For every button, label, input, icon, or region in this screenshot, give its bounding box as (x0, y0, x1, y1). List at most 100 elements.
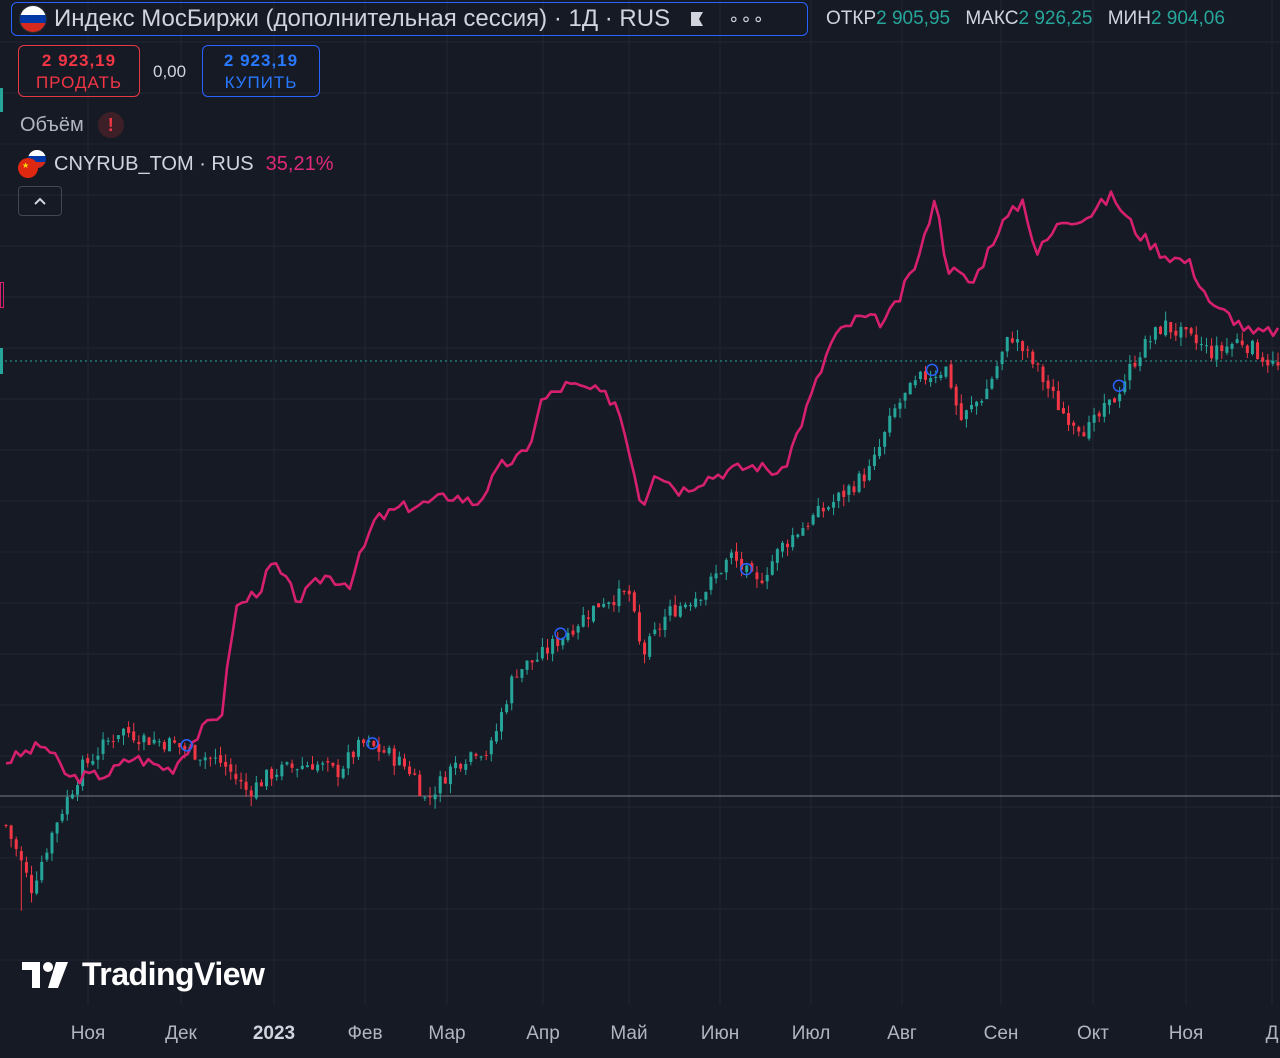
candle-body (837, 492, 841, 502)
candle-body (1128, 364, 1132, 381)
candle-body (1041, 366, 1045, 383)
candle (597, 603, 601, 608)
candle-body (673, 604, 677, 617)
candle (898, 398, 902, 418)
candle-body (1051, 386, 1055, 391)
candle-body (653, 629, 657, 634)
candle-body (70, 794, 74, 799)
candle (70, 790, 74, 800)
candle (178, 742, 182, 755)
candle (443, 771, 447, 785)
candle (729, 549, 733, 565)
candle (305, 761, 309, 768)
candle (1240, 332, 1244, 348)
candle-body (346, 752, 350, 769)
candle-body (1169, 321, 1173, 333)
candle-body (954, 386, 958, 406)
candle (311, 756, 315, 770)
compare-legend[interactable]: CNYRUB_TOM · RUS 35,21% (18, 150, 334, 178)
candle-body (331, 762, 335, 766)
candle (285, 761, 289, 766)
candle-body (1000, 351, 1004, 365)
x-tick-label: Д (1265, 1023, 1279, 1044)
candle-body (949, 364, 953, 388)
candle-body (786, 543, 790, 548)
candle (617, 580, 621, 613)
candle (765, 567, 769, 590)
warning-icon[interactable]: ! (97, 112, 124, 138)
candle-body (821, 507, 825, 512)
candle (602, 597, 606, 609)
x-tick-label: Ноя (1168, 1023, 1204, 1044)
candle (888, 407, 892, 437)
sell-button[interactable]: 2 923,19 ПРОДАТЬ (18, 45, 140, 97)
candle (448, 763, 452, 794)
candle (1082, 425, 1086, 437)
candle-body (14, 839, 18, 849)
candle (847, 483, 851, 503)
candle (1087, 415, 1091, 441)
candle-body (65, 797, 69, 815)
volume-indicator-legend[interactable]: Объём ! (20, 112, 124, 138)
candle-body (50, 832, 54, 854)
candle-body (203, 757, 207, 761)
candle-body (208, 757, 212, 759)
more-options-icon[interactable]: ∘∘∘ (728, 8, 765, 29)
candle (586, 610, 590, 628)
buy-button[interactable]: 2 923,19 КУПИТЬ (202, 45, 320, 97)
candle-body (1107, 399, 1111, 406)
candle-body (275, 774, 279, 777)
candle (76, 778, 80, 802)
symbol-title[interactable]: Индекс МосБиржи (дополнительная сессия) … (54, 5, 671, 32)
candle-body (9, 825, 13, 839)
candle-body (1143, 339, 1147, 358)
candle (893, 404, 897, 419)
candle (152, 731, 156, 745)
candle-body (1036, 363, 1040, 365)
candle (106, 737, 110, 746)
candle (581, 606, 585, 628)
candle-body (290, 763, 294, 768)
candle-body (137, 742, 141, 745)
candle-body (658, 628, 662, 630)
candle (331, 762, 335, 768)
candle (1210, 338, 1214, 361)
candle (689, 602, 693, 611)
candle (464, 759, 468, 775)
tradingview-logo: TradingView (22, 956, 265, 993)
candle-body (367, 740, 371, 742)
candle (995, 361, 999, 380)
candle (147, 736, 151, 746)
candle (489, 736, 493, 762)
candle (653, 622, 657, 636)
candle (229, 758, 233, 780)
symbol-header[interactable]: Индекс МосБиржи (дополнительная сессия) … (11, 2, 808, 36)
candle-body (1067, 412, 1071, 425)
candle (883, 431, 887, 455)
candle (627, 584, 631, 602)
candle (1005, 336, 1009, 358)
candle (19, 846, 23, 911)
ohlc-label: ОТКР (826, 8, 877, 29)
candle (1148, 335, 1152, 350)
candle-body (101, 739, 105, 754)
candle-body (525, 660, 529, 670)
sell-label: ПРОДАТЬ (35, 73, 123, 92)
candle (1051, 378, 1055, 399)
candle-body (811, 515, 815, 525)
candle (469, 751, 473, 766)
candle (632, 590, 636, 614)
candle (474, 752, 478, 760)
candle-body (157, 741, 161, 743)
bookmark-flag-icon[interactable] (690, 11, 704, 27)
candle-body (81, 759, 85, 787)
candle-body (724, 559, 728, 573)
candle-body (178, 743, 182, 748)
candle (1159, 325, 1163, 335)
candle (265, 769, 269, 790)
candle-body (285, 762, 289, 765)
candle (1046, 375, 1050, 398)
candle (755, 566, 759, 589)
collapse-legend-button[interactable] (18, 186, 62, 216)
